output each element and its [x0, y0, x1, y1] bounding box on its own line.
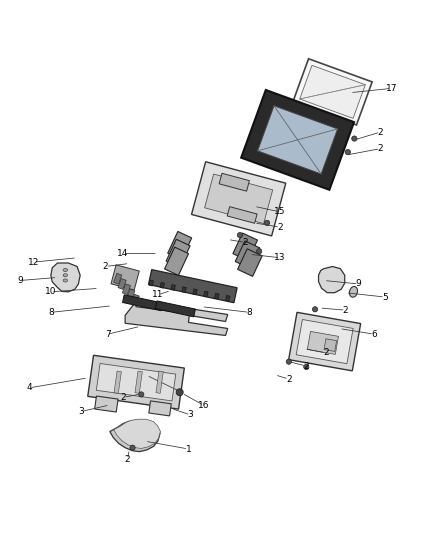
Polygon shape — [88, 356, 184, 409]
Polygon shape — [258, 106, 338, 174]
Text: 3: 3 — [188, 410, 194, 419]
Text: 2: 2 — [323, 349, 329, 358]
Circle shape — [304, 364, 309, 369]
Text: 2: 2 — [277, 223, 283, 232]
Polygon shape — [219, 173, 249, 191]
Circle shape — [130, 445, 135, 450]
Polygon shape — [122, 284, 131, 295]
Polygon shape — [135, 371, 142, 393]
Text: 2: 2 — [120, 393, 126, 402]
Polygon shape — [289, 312, 360, 371]
Polygon shape — [227, 207, 257, 223]
Polygon shape — [165, 247, 189, 276]
Ellipse shape — [63, 274, 67, 277]
Polygon shape — [296, 319, 353, 364]
Text: 2: 2 — [378, 127, 383, 136]
Polygon shape — [300, 66, 365, 118]
Polygon shape — [125, 302, 228, 335]
Polygon shape — [166, 239, 190, 268]
Text: 16: 16 — [198, 401, 209, 410]
Text: 5: 5 — [382, 293, 388, 302]
Polygon shape — [149, 280, 154, 286]
Text: 2: 2 — [124, 455, 130, 464]
Polygon shape — [318, 266, 345, 293]
Polygon shape — [131, 294, 139, 305]
Text: 2: 2 — [242, 238, 248, 247]
Text: 7: 7 — [105, 330, 110, 338]
Circle shape — [237, 232, 243, 238]
Circle shape — [352, 136, 357, 141]
Polygon shape — [96, 364, 176, 401]
Polygon shape — [205, 174, 273, 224]
Ellipse shape — [63, 279, 67, 282]
Polygon shape — [193, 289, 197, 295]
Polygon shape — [51, 263, 80, 292]
Polygon shape — [148, 270, 237, 303]
Polygon shape — [127, 289, 135, 300]
Text: 4: 4 — [26, 383, 32, 392]
Text: 9: 9 — [356, 279, 362, 288]
Text: 9: 9 — [18, 276, 23, 285]
Text: 3: 3 — [78, 407, 85, 416]
Text: 8: 8 — [48, 308, 54, 317]
Circle shape — [139, 392, 144, 397]
Polygon shape — [241, 90, 354, 190]
Polygon shape — [182, 287, 186, 293]
Text: 2: 2 — [343, 305, 349, 314]
Polygon shape — [226, 295, 230, 301]
Text: 11: 11 — [152, 290, 164, 300]
Polygon shape — [118, 279, 126, 289]
Text: 2: 2 — [286, 375, 292, 384]
Circle shape — [176, 389, 183, 395]
Circle shape — [257, 248, 262, 254]
Polygon shape — [204, 291, 208, 297]
Ellipse shape — [350, 286, 357, 297]
Polygon shape — [114, 371, 121, 393]
Text: 12: 12 — [28, 257, 39, 266]
Text: 6: 6 — [371, 330, 377, 338]
Polygon shape — [149, 401, 171, 416]
Circle shape — [265, 220, 270, 225]
Text: 2: 2 — [304, 361, 309, 370]
Text: 2: 2 — [378, 144, 383, 153]
Polygon shape — [168, 231, 192, 260]
Text: 10: 10 — [45, 287, 57, 296]
Polygon shape — [114, 419, 160, 448]
Ellipse shape — [63, 269, 67, 271]
Polygon shape — [156, 371, 163, 393]
Text: 8: 8 — [247, 308, 252, 317]
Polygon shape — [111, 265, 139, 290]
Circle shape — [345, 149, 350, 155]
Polygon shape — [171, 285, 175, 290]
Polygon shape — [155, 301, 195, 317]
Text: 1: 1 — [186, 445, 191, 454]
Polygon shape — [307, 332, 339, 354]
Circle shape — [286, 359, 291, 364]
Polygon shape — [113, 273, 122, 284]
Text: 13: 13 — [274, 253, 286, 262]
Polygon shape — [324, 339, 337, 351]
Polygon shape — [191, 161, 286, 236]
Text: 14: 14 — [117, 249, 129, 258]
Polygon shape — [237, 249, 262, 277]
Polygon shape — [235, 241, 260, 269]
Polygon shape — [293, 59, 372, 125]
Polygon shape — [123, 295, 162, 311]
Polygon shape — [215, 293, 219, 299]
Polygon shape — [110, 420, 160, 451]
Polygon shape — [160, 282, 165, 288]
Polygon shape — [95, 396, 118, 412]
Polygon shape — [233, 233, 258, 261]
Circle shape — [312, 306, 318, 312]
Text: 17: 17 — [386, 84, 397, 93]
Text: 2: 2 — [102, 262, 108, 271]
Text: 15: 15 — [274, 207, 286, 216]
